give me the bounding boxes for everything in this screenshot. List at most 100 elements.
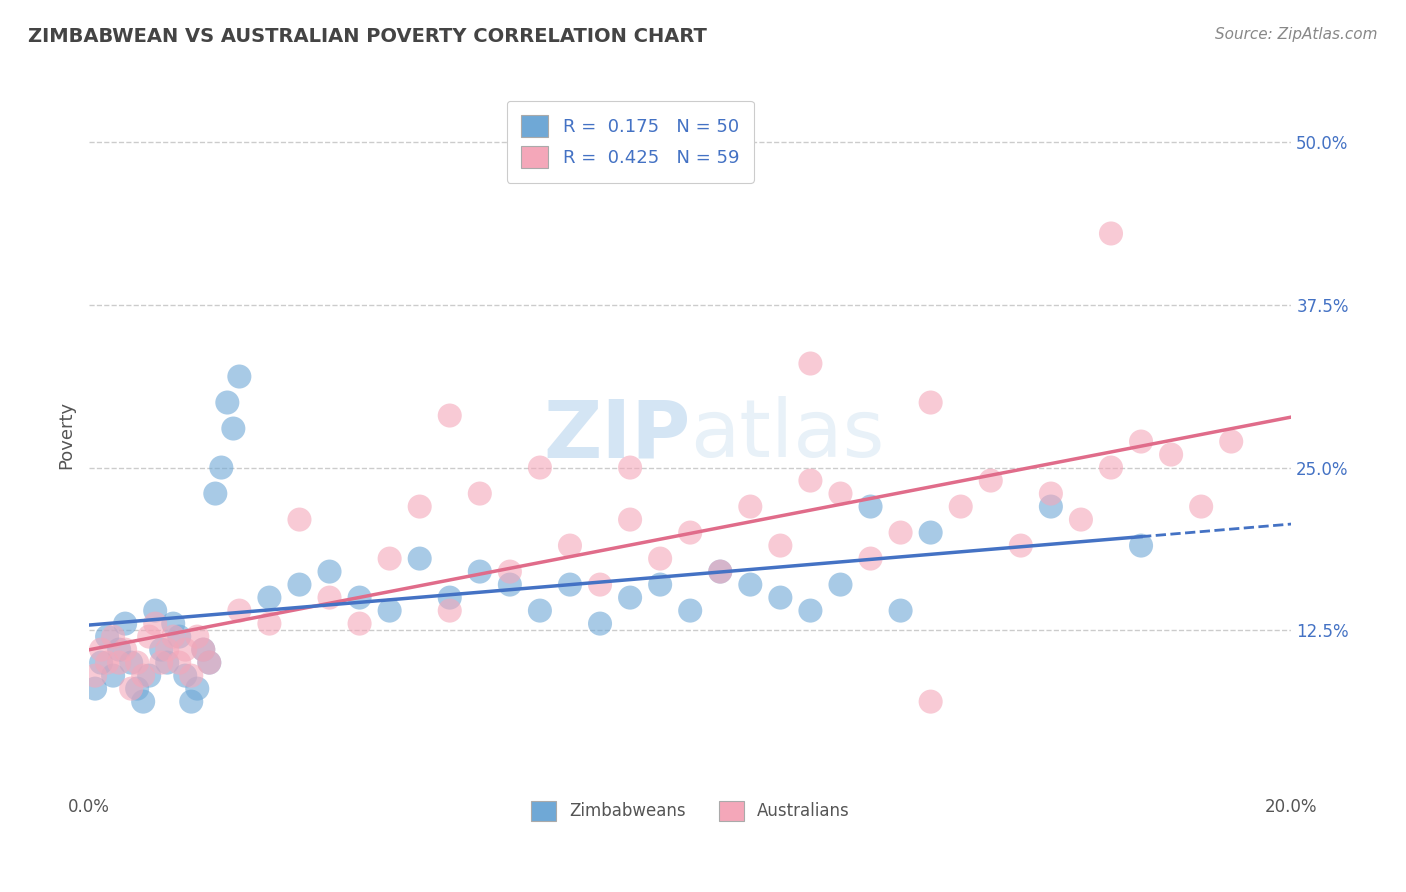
Point <box>209 460 232 475</box>
Point <box>409 500 432 514</box>
Point <box>174 642 197 657</box>
Point <box>439 409 461 423</box>
Point <box>1099 460 1122 475</box>
Point <box>198 656 221 670</box>
Point <box>138 630 160 644</box>
Point <box>769 539 792 553</box>
Point <box>101 630 124 644</box>
Point <box>167 630 190 644</box>
Point <box>108 642 131 657</box>
Point <box>228 604 250 618</box>
Point <box>90 642 112 657</box>
Point <box>830 486 852 500</box>
Point <box>679 604 702 618</box>
Point <box>174 668 197 682</box>
Point <box>890 604 912 618</box>
Point <box>259 591 281 605</box>
Point <box>558 539 581 553</box>
Point <box>204 486 226 500</box>
Point <box>288 512 311 526</box>
Point <box>114 616 136 631</box>
Point <box>859 500 882 514</box>
Point <box>150 656 173 670</box>
Point <box>349 616 371 631</box>
Point <box>740 577 762 591</box>
Point <box>162 616 184 631</box>
Point <box>529 460 551 475</box>
Point <box>193 642 215 657</box>
Point <box>468 486 491 500</box>
Point <box>920 525 942 540</box>
Point <box>143 604 166 618</box>
Point <box>799 604 821 618</box>
Text: ZIP: ZIP <box>543 396 690 474</box>
Point <box>193 642 215 657</box>
Point <box>96 656 118 670</box>
Point <box>740 500 762 514</box>
Point <box>288 577 311 591</box>
Point <box>222 421 245 435</box>
Point <box>709 565 731 579</box>
Point <box>499 577 522 591</box>
Point <box>349 591 371 605</box>
Point <box>318 565 340 579</box>
Point <box>1099 227 1122 241</box>
Point <box>114 642 136 657</box>
Point <box>120 656 142 670</box>
Point <box>920 395 942 409</box>
Point <box>619 591 641 605</box>
Point <box>127 656 149 670</box>
Point <box>108 656 131 670</box>
Point <box>1010 539 1032 553</box>
Point <box>799 357 821 371</box>
Point <box>890 525 912 540</box>
Point <box>378 551 401 566</box>
Point <box>799 474 821 488</box>
Point <box>198 656 221 670</box>
Point <box>650 577 672 591</box>
Point <box>650 551 672 566</box>
Point <box>84 668 107 682</box>
Point <box>769 591 792 605</box>
Point <box>318 591 340 605</box>
Point <box>1130 539 1153 553</box>
Text: ZIMBABWEAN VS AUSTRALIAN POVERTY CORRELATION CHART: ZIMBABWEAN VS AUSTRALIAN POVERTY CORRELA… <box>28 27 707 45</box>
Point <box>259 616 281 631</box>
Point <box>156 656 179 670</box>
Point <box>619 512 641 526</box>
Point <box>409 551 432 566</box>
Point <box>679 525 702 540</box>
Point <box>1130 434 1153 449</box>
Point <box>378 604 401 618</box>
Point <box>127 681 149 696</box>
Point <box>859 551 882 566</box>
Point <box>1070 512 1092 526</box>
Point <box>1220 434 1243 449</box>
Point <box>180 668 202 682</box>
Point <box>186 630 208 644</box>
Point <box>980 474 1002 488</box>
Point <box>439 591 461 605</box>
Point <box>499 565 522 579</box>
Point <box>558 577 581 591</box>
Point <box>162 630 184 644</box>
Point <box>589 577 612 591</box>
Point <box>439 604 461 618</box>
Point <box>96 630 118 644</box>
Point <box>217 395 239 409</box>
Y-axis label: Poverty: Poverty <box>58 401 75 469</box>
Point <box>529 604 551 618</box>
Point <box>228 369 250 384</box>
Text: Source: ZipAtlas.com: Source: ZipAtlas.com <box>1215 27 1378 42</box>
Point <box>589 616 612 631</box>
Point <box>132 668 155 682</box>
Legend: Zimbabweans, Australians: Zimbabweans, Australians <box>517 788 863 834</box>
Point <box>186 681 208 696</box>
Point <box>84 681 107 696</box>
Point <box>830 577 852 591</box>
Point <box>90 656 112 670</box>
Point <box>120 681 142 696</box>
Point <box>180 695 202 709</box>
Point <box>1039 500 1062 514</box>
Point <box>143 616 166 631</box>
